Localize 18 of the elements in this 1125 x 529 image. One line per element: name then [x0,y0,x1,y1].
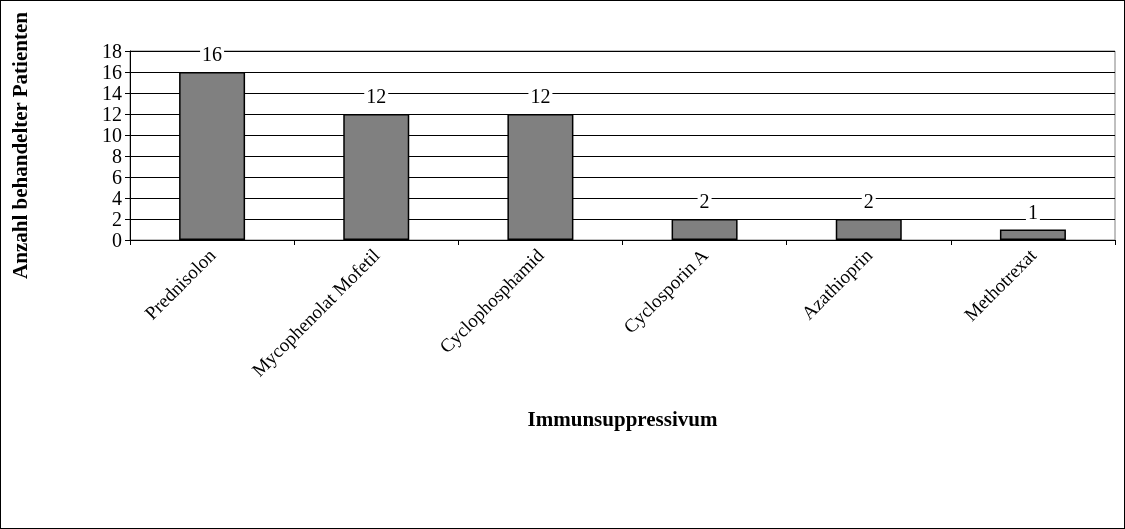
y-tick-label: 10 [102,124,122,146]
y-tick-label: 6 [112,166,122,188]
y-tick-label: 12 [102,103,122,125]
data-label: 2 [863,190,874,212]
data-label: 12 [530,85,551,107]
data-label: 1 [1027,200,1038,223]
data-label: 12 [366,85,387,107]
y-tick-label: 4 [112,187,122,209]
y-tick-label: 18 [102,40,122,62]
data-label: 2 [699,190,710,212]
y-tick-label: 8 [112,145,122,167]
y-tick-label: 2 [112,208,122,230]
data-label: 16 [202,43,223,65]
y-axis-title: Anzahl behandelter Patienten [7,11,32,279]
y-tick-label: 14 [102,82,122,104]
x-axis-title: Immunsuppressivum [527,406,718,431]
y-tick-label: 0 [112,229,122,251]
y-tick-label: 16 [102,61,122,83]
